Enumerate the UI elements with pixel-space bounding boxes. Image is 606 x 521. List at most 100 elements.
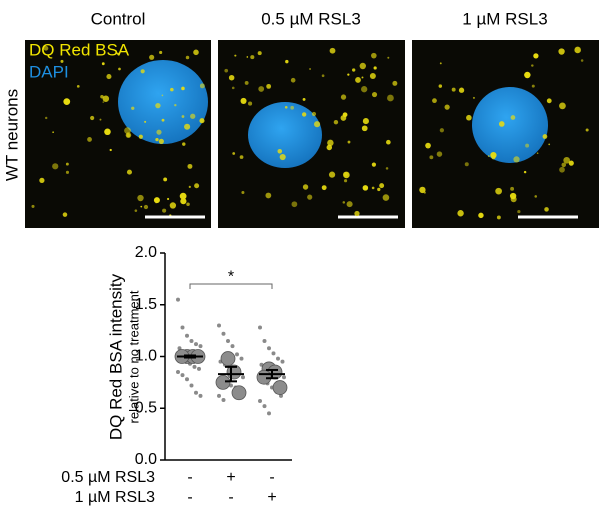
cell-point — [198, 344, 203, 349]
cell-point — [185, 333, 189, 338]
column-title: 0.5 µM RSL3 — [261, 9, 361, 28]
y-tick-label: 1.0 — [135, 348, 157, 365]
punctum — [65, 170, 70, 174]
cell-point — [262, 404, 267, 409]
replicate-point — [231, 385, 247, 401]
punctum — [231, 86, 235, 90]
cell-point — [217, 323, 221, 328]
punctum — [392, 80, 398, 86]
punctum — [63, 98, 71, 105]
punctum — [517, 209, 521, 214]
condition-label: 0.5 µM RSL3 — [61, 469, 155, 486]
punctum — [429, 155, 434, 160]
punctum — [559, 102, 566, 110]
punctum — [143, 204, 149, 210]
punctum — [232, 152, 236, 155]
y-tick-label: 2.0 — [135, 244, 157, 261]
punctum — [523, 170, 527, 174]
cell-point — [230, 344, 235, 349]
cell-point — [239, 356, 244, 361]
punctum — [321, 74, 325, 78]
punctum — [580, 59, 584, 62]
punctum — [432, 98, 437, 104]
y-tick-label: 1.5 — [135, 296, 157, 313]
punctum — [419, 186, 426, 194]
cell-point — [194, 342, 198, 347]
punctum — [52, 163, 59, 170]
punctum — [373, 66, 377, 70]
punctum — [169, 202, 177, 209]
punctum — [544, 207, 549, 212]
cell-point — [271, 351, 276, 356]
punctum — [60, 59, 64, 63]
punctum — [138, 134, 143, 139]
punctum — [498, 121, 505, 127]
punctum — [118, 67, 121, 71]
punctum — [347, 140, 351, 144]
punctum — [490, 152, 497, 159]
cell-point — [176, 370, 180, 375]
significance-bracket — [189, 283, 273, 290]
channel-label: DAPI — [29, 62, 69, 81]
punctum — [155, 102, 161, 109]
cell-point — [258, 325, 262, 330]
punctum — [464, 162, 469, 167]
cell-point — [258, 399, 262, 404]
punctum — [185, 55, 190, 60]
punctum — [302, 184, 309, 190]
punctum — [346, 201, 353, 208]
punctum — [359, 62, 366, 70]
cell-point — [267, 411, 271, 416]
punctum — [513, 156, 520, 163]
punctum — [279, 153, 286, 161]
punctum — [102, 101, 105, 103]
punctum — [137, 194, 144, 202]
punctum — [524, 71, 531, 79]
punctum — [234, 54, 237, 57]
punctum — [104, 128, 111, 136]
y-axis-label: DQ Red BSA intensity — [106, 273, 125, 440]
condition-mark: - — [187, 469, 192, 486]
punctum — [302, 97, 306, 101]
punctum — [284, 105, 288, 109]
punctum — [531, 84, 535, 88]
punctum — [188, 185, 191, 188]
punctum — [100, 95, 104, 99]
punctum — [187, 163, 193, 169]
punctum — [438, 84, 443, 88]
punctum — [257, 51, 262, 56]
punctum — [186, 202, 190, 207]
punctum — [65, 162, 69, 166]
punctum — [343, 179, 348, 183]
punctum — [126, 169, 132, 175]
punctum — [574, 46, 581, 54]
replicate-point — [272, 380, 288, 395]
punctum — [161, 118, 165, 122]
punctum — [495, 187, 502, 195]
punctum — [321, 185, 327, 191]
cell-point — [235, 352, 239, 357]
punctum — [311, 111, 317, 117]
punctum — [167, 197, 170, 201]
cell-point — [198, 393, 203, 398]
cell-point — [185, 377, 189, 382]
punctum — [291, 201, 298, 208]
punctum — [181, 115, 185, 118]
punctum — [109, 148, 112, 152]
cell-point — [189, 338, 194, 343]
punctum — [277, 148, 283, 154]
punctum — [563, 156, 571, 164]
punctum — [131, 106, 135, 110]
replicate-point — [215, 374, 231, 390]
punctum — [241, 191, 245, 195]
punctum — [439, 62, 442, 65]
cell-point — [189, 383, 194, 388]
punctum — [161, 94, 164, 97]
punctum — [87, 137, 92, 142]
column-title: 1 µM RSL3 — [462, 9, 547, 28]
nucleus — [472, 87, 548, 163]
punctum — [326, 144, 333, 151]
punctum — [307, 194, 313, 200]
punctum — [362, 185, 369, 191]
cell-point — [241, 375, 245, 380]
